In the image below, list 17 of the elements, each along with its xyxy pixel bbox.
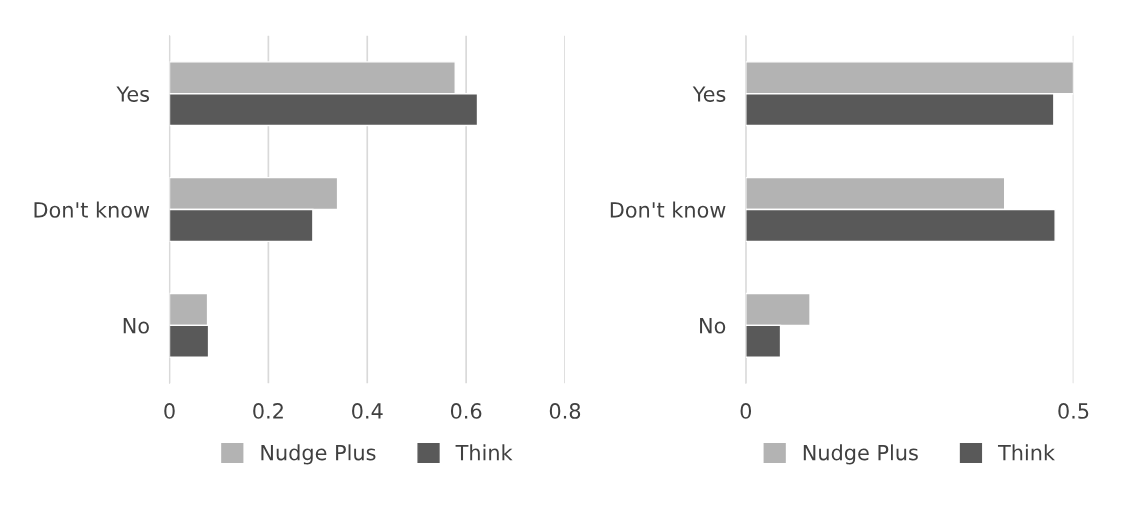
legend-label: Nudge Plus [261,444,376,465]
x-tick-label: 0.5 [1058,403,1089,419]
x-tick-label: 0 [164,403,175,419]
y-tick-label: No [700,318,726,334]
y-tick-label: Don't know [610,201,726,218]
legend-label: Think [997,444,1055,461]
legend-label: Nudge Plus [803,444,918,465]
legend-label: Think [455,444,513,461]
x-tick-label: 0.2 [253,403,283,419]
x-tick-label: 0.4 [352,403,383,419]
y-tick-label: Yes [692,86,726,102]
x-tick-label: 0.8 [549,403,581,419]
x-tick-label: 0.6 [450,403,482,419]
y-tick-label: Yes [116,86,150,102]
x-tick-label: 0 [740,403,752,419]
y-tick-label: Don't know [34,201,150,218]
y-tick-label: No [123,318,149,334]
